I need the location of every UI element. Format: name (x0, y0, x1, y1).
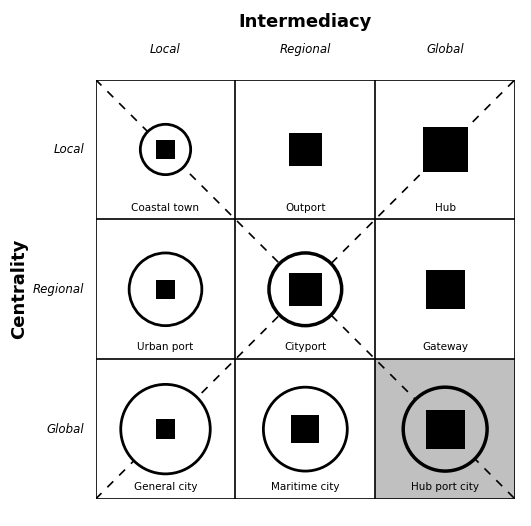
Text: Cityport: Cityport (284, 342, 327, 352)
Bar (288, 133, 322, 166)
Bar (375, 219, 515, 359)
Text: Urban port: Urban port (138, 342, 194, 352)
Bar (292, 415, 319, 443)
Circle shape (269, 253, 341, 326)
Text: Outport: Outport (285, 203, 326, 213)
Bar (96, 79, 235, 219)
Bar (96, 219, 235, 359)
Circle shape (403, 387, 487, 471)
Circle shape (425, 130, 465, 169)
Bar (375, 359, 515, 499)
Text: Global: Global (426, 43, 464, 56)
Bar (425, 410, 465, 449)
Bar (96, 359, 235, 499)
Text: Local: Local (54, 143, 84, 156)
Text: Regional: Regional (280, 43, 331, 56)
Bar (156, 279, 175, 299)
Text: Centrality: Centrality (10, 239, 28, 339)
Circle shape (292, 136, 319, 164)
Text: Intermediacy: Intermediacy (238, 13, 372, 31)
Bar (235, 79, 375, 219)
Circle shape (121, 385, 210, 474)
Text: Gateway: Gateway (422, 342, 468, 352)
Bar (425, 270, 465, 309)
Bar (375, 79, 515, 219)
Circle shape (422, 266, 469, 313)
Text: Hub: Hub (435, 203, 456, 213)
Text: Maritime city: Maritime city (271, 482, 340, 492)
Text: Local: Local (150, 43, 181, 56)
Text: Regional: Regional (33, 283, 84, 296)
Circle shape (263, 387, 347, 471)
Bar (235, 359, 375, 499)
Bar (156, 140, 175, 159)
Circle shape (140, 124, 191, 175)
Bar (423, 127, 467, 172)
Bar (156, 419, 175, 439)
Text: General city: General city (134, 482, 197, 492)
Bar (235, 219, 375, 359)
Text: Global: Global (47, 422, 84, 436)
Bar (288, 272, 322, 306)
Text: Coastal town: Coastal town (132, 203, 200, 213)
Text: Hub port city: Hub port city (411, 482, 479, 492)
Circle shape (129, 253, 202, 326)
